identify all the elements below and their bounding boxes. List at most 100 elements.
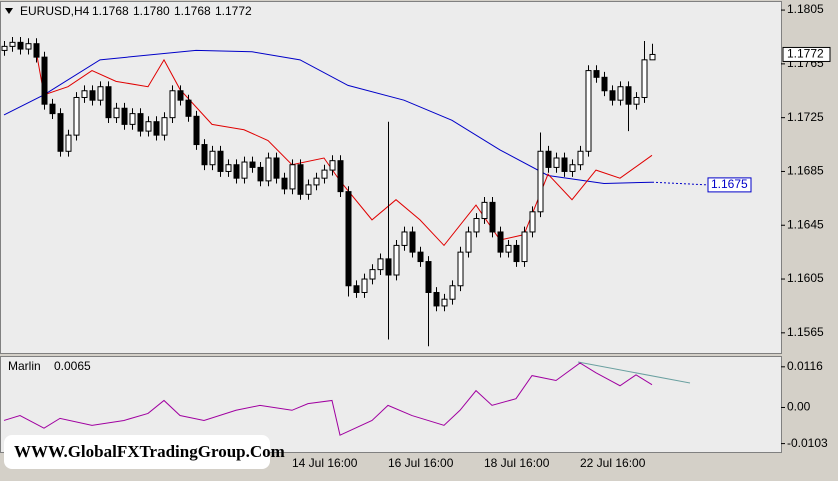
ma-price-box: [707, 177, 752, 193]
x-tick-label: 14 Jul 16:00: [292, 456, 358, 470]
candle-body: [409, 231, 416, 253]
candle-body: [473, 218, 480, 233]
candle-body: [601, 76, 608, 92]
candle-body: [369, 269, 376, 280]
candle-body: [265, 157, 272, 182]
candle-body: [417, 251, 424, 263]
candle-body: [345, 191, 352, 287]
candle-body: [649, 53, 656, 61]
candle-body: [41, 56, 48, 105]
watermark-box: [4, 435, 270, 469]
y-tick-label: 1.1685: [787, 164, 824, 178]
candle-body: [537, 150, 544, 213]
candle-body: [489, 201, 496, 233]
header-close: 1.1772: [215, 4, 252, 18]
candle-body: [201, 144, 208, 166]
candle-body: [609, 90, 616, 101]
candle-body: [633, 96, 640, 105]
candle-body: [65, 134, 72, 152]
candle-body: [33, 43, 40, 58]
candle-body: [9, 41, 16, 47]
candle-body: [385, 258, 392, 276]
candle-body: [545, 150, 552, 168]
header-high: 1.1780: [133, 4, 170, 18]
candle-body: [217, 150, 224, 172]
last-price-label: 1.1772: [787, 47, 824, 61]
candle-body: [441, 298, 448, 307]
ma-extension: [651, 181, 709, 186]
candle-body: [513, 244, 520, 263]
candle-body: [561, 157, 568, 172]
candle-body: [329, 160, 336, 171]
candle-body: [465, 231, 472, 253]
y-tick-label: 0.00: [787, 400, 811, 414]
candle-body: [1, 45, 8, 51]
watermark: WWW.GlobalFXTradingGroup.Com: [14, 442, 285, 461]
candle-body: [97, 86, 104, 101]
y-tick-label: -0.0103: [787, 436, 828, 450]
main-plot-area: [0, 1, 782, 354]
candle-body: [625, 86, 632, 105]
y-tick-label: 1.1605: [787, 271, 824, 285]
candle-body: [233, 164, 240, 179]
candle-body: [481, 201, 488, 220]
candle-body: [105, 86, 112, 119]
y-tick-label: 1.1565: [787, 325, 824, 339]
header-open: 1.1768: [92, 4, 129, 18]
y-tick-label: 1.1805: [787, 2, 824, 16]
y-tick-label: 1.1645: [787, 217, 824, 231]
candle-body: [81, 90, 88, 98]
candle-body: [505, 244, 512, 253]
candle-body: [129, 113, 136, 125]
candle-body: [585, 70, 592, 152]
y-tick-label: 1.1725: [787, 110, 824, 124]
candle-body: [25, 43, 32, 50]
candle-body: [153, 121, 160, 136]
candle-body: [553, 157, 560, 168]
candle-body: [353, 285, 360, 293]
x-tick-label: 22 Jul 16:00: [580, 456, 646, 470]
candle-body: [113, 107, 120, 119]
candle-body: [297, 164, 304, 195]
candle-body: [169, 90, 176, 119]
candle-body: [449, 285, 456, 300]
divergence-trendline: [577, 361, 691, 384]
candle-body: [249, 161, 256, 168]
candle-body: [393, 244, 400, 276]
candle-body: [617, 86, 624, 101]
candle-body: [281, 177, 288, 190]
candle-body: [241, 161, 248, 179]
symbol-title: EURUSD,H4: [20, 4, 90, 18]
ma-price-label: 1.1675: [711, 177, 748, 191]
indicator-name: Marlin: [8, 359, 41, 373]
candle-body: [457, 251, 464, 287]
candle-body: [193, 115, 200, 146]
header-low: 1.1768: [174, 4, 211, 18]
candle-body: [73, 96, 80, 136]
candle-body: [361, 278, 368, 293]
candle-body: [225, 164, 232, 172]
candle-body: [49, 103, 56, 115]
indicator-value: 0.0065: [54, 359, 91, 373]
candle-body: [185, 99, 192, 117]
candle-body: [209, 150, 216, 166]
candle-body: [529, 211, 536, 233]
y-tick-label: 0.0116: [787, 359, 823, 373]
candle-body: [577, 150, 584, 166]
x-tick-label: 18 Jul 16:00: [484, 456, 550, 470]
menu-arrow[interactable]: [5, 8, 13, 14]
candle-body: [521, 231, 528, 263]
candle-body: [289, 164, 296, 190]
candle-body: [177, 90, 184, 101]
candle-body: [497, 231, 504, 253]
candle-body: [401, 231, 408, 246]
candle-body: [17, 41, 24, 50]
x-tick-label: 16 Jul 16:00: [388, 456, 454, 470]
candle-body: [425, 261, 432, 293]
candle-body: [569, 164, 576, 172]
candle-body: [313, 177, 320, 186]
candle-body: [593, 70, 600, 78]
candle-body: [377, 258, 384, 271]
candle-body: [321, 169, 328, 179]
